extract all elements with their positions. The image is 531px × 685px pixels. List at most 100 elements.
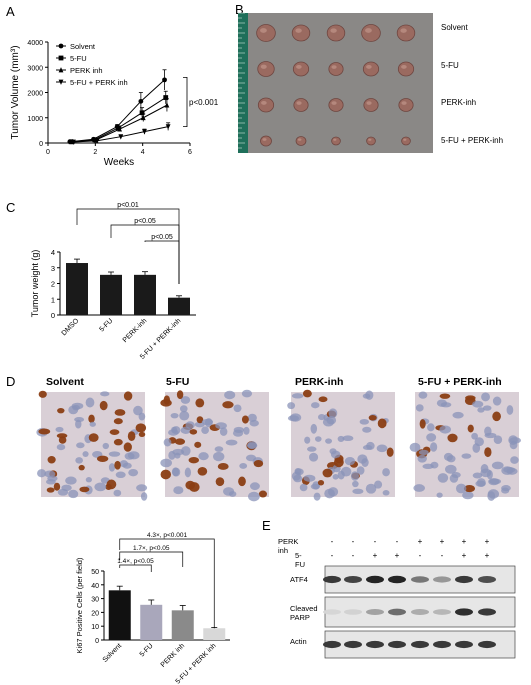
tumor-photograph — [238, 12, 433, 153]
hematoxylin-nucleus — [427, 423, 435, 432]
a-point-solvent — [162, 77, 167, 83]
tumor-specimen — [292, 61, 310, 77]
ihc-label-combo: 5-FU + PERK-inh — [418, 376, 502, 388]
blot-band-atf4 — [411, 576, 429, 583]
blot-band-actin — [344, 640, 362, 649]
hematoxylin-nucleus — [180, 396, 191, 404]
hematoxylin-nucleus — [94, 482, 107, 492]
ki67-positive-nucleus — [114, 460, 121, 470]
hematoxylin-nucleus — [173, 486, 184, 495]
ki67-positive-nucleus — [109, 429, 120, 435]
wb-treatment-sign: + — [484, 551, 490, 560]
hematoxylin-nucleus — [198, 452, 209, 461]
hematoxylin-nucleus — [303, 474, 316, 482]
hematoxylin-nucleus — [493, 435, 503, 444]
hematoxylin-nucleus — [55, 426, 64, 433]
hematoxylin-nucleus — [418, 449, 429, 455]
ki67-positive-nucleus — [492, 411, 501, 422]
tumor-highlight — [260, 64, 267, 69]
blot-band-cleaved-parp — [433, 609, 451, 615]
significance-label: p<0.01 — [117, 202, 139, 209]
hematoxylin-nucleus — [108, 463, 116, 472]
ki67-positive-nucleus — [163, 395, 171, 405]
hematoxylin-nucleus — [160, 458, 172, 468]
ki67-positive-nucleus — [253, 459, 264, 468]
a-point-5-fu-perk-inh — [118, 134, 124, 140]
hematoxylin-nucleus — [74, 417, 85, 423]
hematoxylin-nucleus — [337, 470, 345, 480]
tumor-specimen — [396, 24, 416, 42]
a-y-axis-label: Tumor Volume (mm³) — [10, 45, 21, 139]
tumor-specimen — [328, 62, 344, 76]
hematoxylin-nucleus — [304, 436, 311, 444]
panel-letter-e: E — [262, 518, 271, 533]
blot-band-cleaved-parp — [323, 609, 341, 615]
tumor-highlight — [296, 101, 302, 105]
a-x-axis-label: Weeks — [104, 157, 134, 168]
blot-band-atf4 — [323, 575, 341, 584]
a-point-perk-inh — [164, 102, 170, 108]
a-point-5-fu-perk-inh — [142, 129, 147, 135]
blot-label-atf4: ATF4 — [290, 575, 308, 584]
hematoxylin-nucleus — [337, 435, 345, 443]
hematoxylin-nucleus — [439, 425, 452, 434]
x-tick-label-perk-inh: PERK-inh — [122, 317, 149, 344]
hematoxylin-nucleus — [352, 488, 364, 494]
blot-band-cleaved-parp — [366, 608, 384, 616]
hematoxylin-nucleus — [443, 452, 453, 461]
ki67-positive-nucleus — [174, 438, 186, 445]
blot-band-atf4 — [478, 576, 496, 583]
hematoxylin-nucleus — [37, 469, 47, 478]
a-significance-label: p<0.001 — [189, 98, 219, 107]
hematoxylin-nucleus — [477, 478, 486, 487]
ki67-positive-nucleus — [123, 442, 132, 452]
panel-letter-b: B — [235, 2, 244, 17]
hematoxylin-nucleus — [374, 480, 383, 489]
ki67-positive-nucleus — [241, 415, 249, 424]
hematoxylin-nucleus — [201, 418, 214, 426]
hematoxylin-nucleus — [113, 489, 122, 497]
blot-band-actin — [388, 640, 406, 649]
hematoxylin-nucleus — [309, 452, 319, 462]
ki67-positive-nucleus — [194, 441, 202, 448]
wb-treatment-sign: + — [461, 551, 467, 560]
ihc-label-5fu: 5-FU — [166, 376, 190, 388]
hematoxylin-nucleus — [65, 476, 77, 485]
hematoxylin-nucleus — [287, 415, 300, 422]
ki67-positive-nucleus — [53, 482, 61, 491]
ki67-positive-nucleus — [197, 466, 208, 476]
a-point-perk-inh — [117, 126, 122, 132]
ki67-positive-nucleus — [114, 409, 126, 416]
hematoxylin-nucleus — [89, 421, 96, 427]
hematoxylin-nucleus — [245, 454, 257, 462]
wb-treatment-sign: + — [372, 551, 378, 560]
ki67-positive-nucleus — [484, 447, 492, 458]
hematoxylin-nucleus — [477, 407, 485, 413]
ihc-label-perk-inh: PERK-inh — [295, 376, 344, 388]
tumor-specimen — [366, 136, 376, 146]
hematoxylin-nucleus — [461, 453, 472, 459]
tumor-highlight — [261, 100, 267, 105]
hematoxylin-nucleus — [233, 404, 242, 413]
hematoxylin-nucleus — [108, 451, 121, 457]
hematoxylin-nucleus — [409, 442, 421, 452]
significance-bracket — [119, 551, 184, 567]
a-point-solvent — [138, 98, 144, 104]
hematoxylin-nucleus — [332, 474, 339, 480]
tumor-specimen — [295, 136, 307, 146]
hematoxylin-nucleus — [127, 451, 140, 460]
blot-band-cleaved-parp — [388, 608, 406, 616]
ki67-positive-nucleus — [377, 418, 387, 429]
ki67-positive-nucleus — [57, 407, 65, 414]
hematoxylin-nucleus — [219, 427, 228, 436]
ki67-positive-nucleus — [88, 414, 95, 423]
tumor-specimen — [257, 97, 275, 113]
hematoxylin-nucleus — [417, 454, 427, 463]
hematoxylin-nucleus — [68, 489, 79, 499]
hematoxylin-nucleus — [102, 442, 110, 450]
a-point-5-fu — [139, 110, 145, 116]
hematoxylin-nucleus — [313, 492, 321, 501]
hematoxylin-nucleus — [361, 458, 369, 467]
bar-5-fu — [140, 604, 163, 640]
hematoxylin-nucleus — [344, 456, 356, 466]
